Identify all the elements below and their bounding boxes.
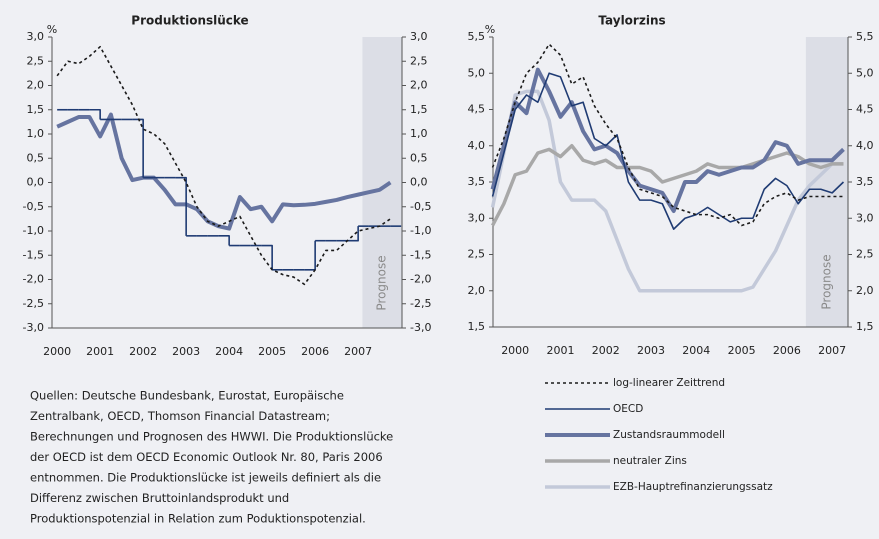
y-tick-label: 1,0: [410, 127, 428, 140]
forecast-label: Prognose: [375, 255, 389, 310]
step-segment: [261, 244, 273, 270]
step-segment: [175, 176, 187, 236]
y-tick-label: 4,0: [856, 139, 874, 152]
x-tick-label: 2005: [258, 345, 286, 358]
x-tick-label: 2000: [501, 344, 529, 357]
x-tick-label: 2000: [43, 345, 71, 358]
y-tick-label: -0,5: [23, 200, 44, 213]
x-tick-label: 2003: [172, 345, 200, 358]
source-note: entnommen. Die Produktionslücke ist jewe…: [30, 471, 381, 485]
step-segment: [218, 235, 230, 246]
source-note: Produktionspotenzial in Relation zum Pod…: [30, 512, 366, 526]
series-line: [490, 144, 844, 227]
series-line: [491, 43, 844, 227]
chart-title: Produktionslücke: [131, 14, 248, 28]
y-tick-label: 3,0: [27, 30, 45, 43]
y-tick-label: 2,5: [410, 54, 428, 67]
y-tick-label: 0,0: [27, 176, 45, 189]
unit-label: %: [485, 23, 495, 36]
legend-label: Zustandsraummodell: [613, 429, 725, 441]
y-tick-label: 5,0: [468, 66, 486, 79]
x-tick-label: 2005: [728, 344, 756, 357]
y-tick-label: 1,5: [27, 103, 45, 116]
forecast-band: [362, 37, 402, 328]
y-tick-label: 4,5: [468, 103, 486, 116]
x-tick-label: 2006: [301, 345, 329, 358]
x-tick-label: 2004: [682, 344, 710, 357]
source-note: Zentralbank, OECD, Thomson Financial Dat…: [30, 409, 330, 423]
source-note: Differenz zwischen Bruttoinlandsprodukt …: [30, 491, 289, 505]
x-tick-label: 2002: [592, 344, 620, 357]
legend-label: log-linearer Zeittrend: [613, 377, 725, 389]
y-tick-label: -2,5: [410, 297, 431, 310]
y-tick-label: 2,5: [27, 54, 45, 67]
source-note: Berechnungen und Prognosen des HWWI. Die…: [30, 430, 393, 444]
y-tick-label: 1,5: [468, 320, 486, 333]
x-tick-label: 2004: [215, 345, 243, 358]
y-tick-label: 4,0: [468, 139, 486, 152]
x-tick-label: 2002: [129, 345, 157, 358]
y-tick-label: 2,0: [410, 79, 428, 92]
y-tick-label: -2,0: [23, 273, 44, 286]
forecast-label: Prognose: [819, 254, 833, 309]
series-line: [56, 112, 392, 231]
y-tick-label: -1,0: [23, 224, 44, 237]
y-tick-label: -3,0: [23, 321, 44, 334]
y-tick-label: 2,0: [27, 79, 45, 92]
y-tick-label: 3,5: [856, 175, 874, 188]
y-tick-label: -1,5: [410, 248, 431, 261]
unit-label: %: [47, 23, 57, 36]
y-tick-label: 2,5: [468, 248, 486, 261]
y-tick-label: -0,5: [410, 200, 431, 213]
y-tick-label: 4,5: [856, 103, 874, 116]
x-tick-label: 2001: [86, 345, 114, 358]
y-tick-label: 2,0: [468, 284, 486, 297]
y-tick-label: 1,5: [856, 320, 874, 333]
source-note: Quellen: Deutsche Bundesbank, Eurostat, …: [30, 389, 344, 403]
step-segment: [304, 240, 316, 271]
y-tick-label: 3,0: [468, 211, 486, 224]
y-tick-label: 1,0: [27, 127, 45, 140]
y-tick-label: 5,5: [468, 30, 486, 43]
series-line: [491, 72, 845, 230]
y-tick-label: -2,0: [410, 273, 431, 286]
y-tick-label: -1,5: [23, 248, 44, 261]
legend-label: EZB-Hauptrefinanzierungssatz: [613, 481, 773, 493]
y-tick-label: 1,5: [410, 103, 428, 116]
step-segment: [89, 108, 101, 120]
y-tick-label: 2,0: [856, 284, 874, 297]
y-tick-label: 0,5: [27, 151, 45, 164]
series-line: [56, 45, 391, 286]
x-tick-label: 2003: [637, 344, 665, 357]
step-segment: [347, 226, 359, 242]
source-note: der OECD ist dem OECD Economic Outlook N…: [30, 450, 383, 464]
x-tick-label: 2007: [344, 345, 372, 358]
y-tick-label: 3,0: [410, 30, 428, 43]
x-tick-label: 2006: [773, 344, 801, 357]
y-tick-label: 0,0: [410, 176, 428, 189]
x-tick-label: 2007: [818, 344, 846, 357]
y-tick-label: -3,0: [410, 321, 431, 334]
legend-label: OECD: [613, 403, 643, 415]
legend-label: neutraler Zins: [613, 455, 687, 467]
y-tick-label: -2,5: [23, 297, 44, 310]
y-tick-label: 0,5: [410, 151, 428, 164]
y-tick-label: 2,5: [856, 248, 874, 261]
y-tick-label: -1,0: [410, 224, 431, 237]
series-line: [490, 89, 844, 293]
chart-title: Taylorzins: [598, 14, 665, 28]
y-tick-label: 5,0: [856, 66, 874, 79]
series-line: [490, 67, 845, 213]
y-tick-label: 5,5: [856, 30, 874, 43]
y-tick-label: 3,5: [468, 175, 486, 188]
step-segment: [132, 118, 144, 178]
y-tick-label: 3,0: [856, 211, 874, 224]
x-tick-label: 2001: [546, 344, 574, 357]
